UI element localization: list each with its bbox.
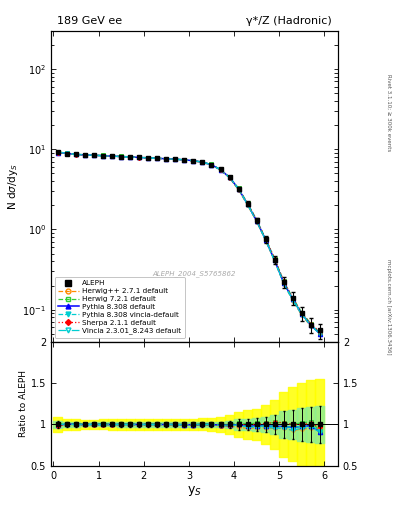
- X-axis label: y$_S$: y$_S$: [187, 483, 202, 498]
- Y-axis label: N d$\sigma$/dy$_S$: N d$\sigma$/dy$_S$: [6, 163, 20, 209]
- Text: mcplots.cern.ch [arXiv:1306.3436]: mcplots.cern.ch [arXiv:1306.3436]: [386, 260, 391, 355]
- Text: Rivet 3.1.10; ≥ 300k events: Rivet 3.1.10; ≥ 300k events: [386, 74, 391, 151]
- Legend: ALEPH, Herwig++ 2.7.1 default, Herwig 7.2.1 default, Pythia 8.308 default, Pythi: ALEPH, Herwig++ 2.7.1 default, Herwig 7.…: [55, 277, 185, 338]
- Text: γ*/Z (Hadronic): γ*/Z (Hadronic): [246, 16, 332, 26]
- Y-axis label: Ratio to ALEPH: Ratio to ALEPH: [19, 370, 28, 437]
- Text: ALEPH_2004_S5765862: ALEPH_2004_S5765862: [153, 270, 236, 276]
- Text: 189 GeV ee: 189 GeV ee: [57, 16, 122, 26]
